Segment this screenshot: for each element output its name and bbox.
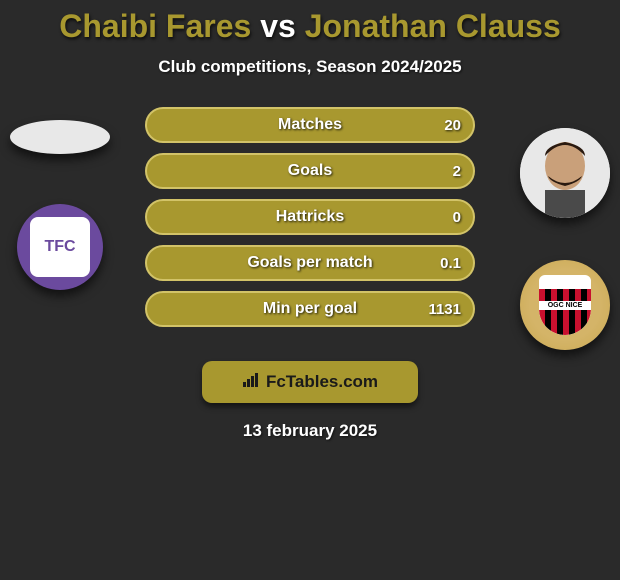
footer-branding-pill: FcTables.com [202, 361, 418, 403]
stat-value-right: 0 [453, 209, 461, 226]
stat-label: Matches [278, 116, 342, 134]
stat-label: Goals [288, 162, 332, 180]
vs-label: vs [260, 8, 296, 44]
player1-name: Chaibi Fares [59, 8, 251, 44]
stat-value-right: 0.1 [440, 255, 461, 272]
stat-row-gpm: Goals per match 0.1 [0, 245, 620, 281]
stat-row-mpg: Min per goal 1131 [0, 291, 620, 327]
stat-value-right: 20 [444, 117, 461, 134]
stat-label: Min per goal [263, 300, 357, 318]
stat-value-right: 2 [453, 163, 461, 180]
stat-row-goals: Goals 2 [0, 153, 620, 189]
stat-bar: Goals 2 [145, 153, 475, 189]
comparison-infographic: Chaibi Fares vs Jonathan Clauss Club com… [0, 0, 620, 580]
chart-icon [242, 372, 262, 393]
stat-value-right: 1131 [428, 301, 461, 318]
player2-club-text: OGC NICE [539, 301, 591, 310]
stat-row-matches: Matches 20 [0, 107, 620, 143]
stat-bar: Matches 20 [145, 107, 475, 143]
stat-row-hattricks: Hattricks 0 [0, 199, 620, 235]
stat-bar: Min per goal 1131 [145, 291, 475, 327]
footer-site-name: FcTables.com [266, 372, 378, 392]
footer-date: 13 february 2025 [0, 421, 620, 441]
stat-label: Goals per match [247, 254, 372, 272]
stat-bar: Goals per match 0.1 [145, 245, 475, 281]
subtitle: Club competitions, Season 2024/2025 [0, 57, 620, 77]
player2-name: Jonathan Clauss [305, 8, 561, 44]
stats-chart: Matches 20 Goals 2 Hattricks 0 Goals per… [0, 107, 620, 347]
stat-label: Hattricks [276, 208, 344, 226]
stat-bar: Hattricks 0 [145, 199, 475, 235]
page-title: Chaibi Fares vs Jonathan Clauss [0, 0, 620, 45]
